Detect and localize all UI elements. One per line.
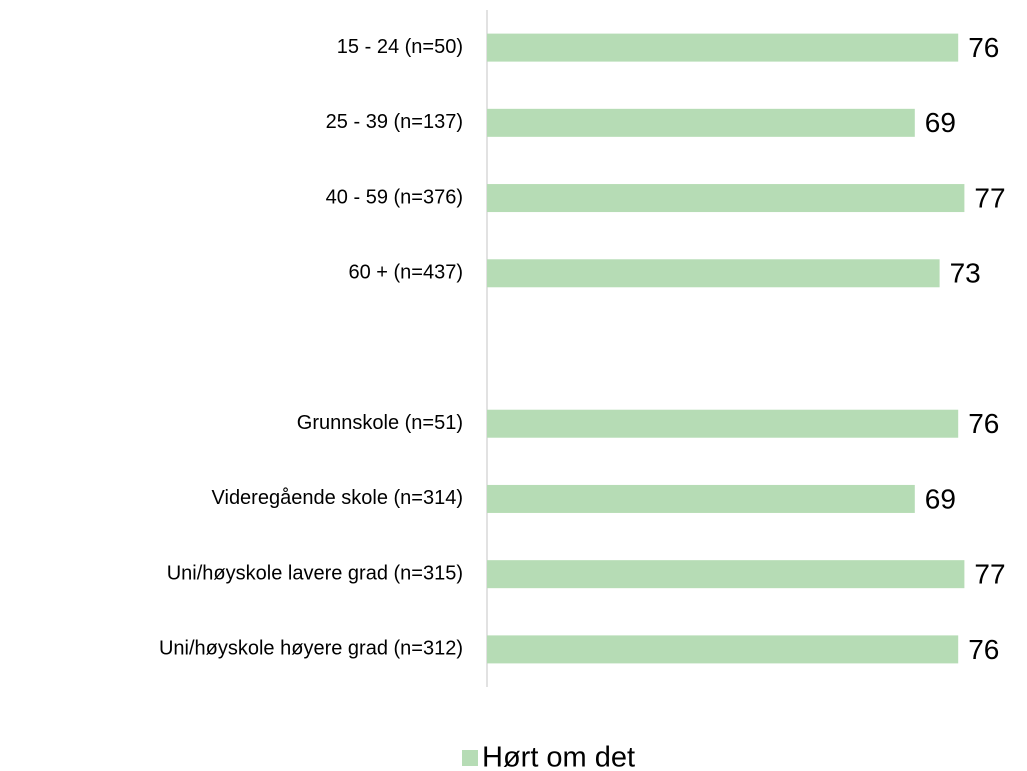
bar xyxy=(487,484,915,513)
bar xyxy=(487,259,940,288)
bar xyxy=(487,184,965,213)
bar xyxy=(487,560,965,589)
bar xyxy=(487,409,959,438)
y-tick-label: Videregående skole (n=314) xyxy=(212,487,463,509)
y-tick-label: 40 - 59 (n=376) xyxy=(326,186,463,208)
y-tick-label: 25 - 39 (n=137) xyxy=(326,111,463,133)
legend-swatch xyxy=(462,750,478,766)
y-tick-label: Grunnskole (n=51) xyxy=(297,412,463,434)
data-label: 73 xyxy=(950,258,981,289)
y-tick-label: 15 - 24 (n=50) xyxy=(337,36,463,58)
data-label: 76 xyxy=(968,32,999,63)
bar xyxy=(487,635,959,664)
data-label: 69 xyxy=(925,483,956,514)
legend-label: Hørt om det xyxy=(482,742,635,771)
data-label: 77 xyxy=(974,182,1005,213)
data-label: 76 xyxy=(968,634,999,665)
y-tick-label: Uni/høyskole lavere grad (n=315) xyxy=(167,562,463,584)
data-label: 77 xyxy=(974,559,1005,590)
y-tick-label: Uni/høyskole høyere grad (n=312) xyxy=(159,638,463,660)
y-tick-label: 60 + (n=437) xyxy=(348,262,463,284)
data-label: 69 xyxy=(925,107,956,138)
bar xyxy=(487,108,915,137)
bar xyxy=(487,33,959,62)
data-label: 76 xyxy=(968,408,999,439)
